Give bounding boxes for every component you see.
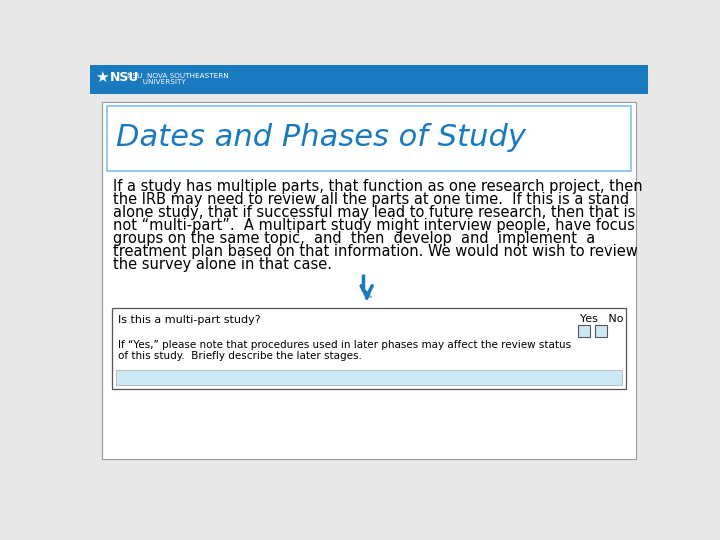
- Text: NSU  NOVA SOUTHEASTERN: NSU NOVA SOUTHEASTERN: [127, 72, 229, 79]
- Text: Yes   No: Yes No: [580, 314, 624, 325]
- Text: treatment plan based on that information. We would not wish to review: treatment plan based on that information…: [113, 244, 638, 259]
- Text: groups on the same topic,  and  then  develop  and  implement  a: groups on the same topic, and then devel…: [113, 231, 595, 246]
- Bar: [90, 65, 648, 94]
- Bar: [578, 325, 590, 336]
- Text: Is this a multi-part study?: Is this a multi-part study?: [118, 315, 261, 325]
- Bar: [116, 370, 621, 385]
- Text: Dates and Phases of Study: Dates and Phases of Study: [117, 123, 526, 152]
- Text: of this study.  Briefly describe the later stages.: of this study. Briefly describe the late…: [118, 351, 361, 361]
- Bar: [112, 308, 626, 389]
- Text: UNIVERSITY: UNIVERSITY: [127, 79, 186, 85]
- Bar: [595, 325, 607, 336]
- Bar: [102, 102, 636, 459]
- Text: If “Yes,” please note that procedures used in later phases may affect the review: If “Yes,” please note that procedures us…: [118, 340, 571, 350]
- Text: not “multi-part”.  A multipart study might interview people, have focus: not “multi-part”. A multipart study migh…: [113, 218, 635, 233]
- Text: If a study has multiple parts, that function as one research project, then: If a study has multiple parts, that func…: [113, 179, 643, 194]
- Text: NSU: NSU: [110, 71, 140, 84]
- Text: the survey alone in that case.: the survey alone in that case.: [113, 257, 332, 272]
- Bar: [107, 106, 631, 171]
- Text: the IRB may need to review all the parts at one time.  If this is a stand: the IRB may need to review all the parts…: [113, 192, 629, 207]
- Text: alone study, that if successful may lead to future research, then that is: alone study, that if successful may lead…: [113, 205, 636, 220]
- Text: ★: ★: [96, 70, 109, 85]
